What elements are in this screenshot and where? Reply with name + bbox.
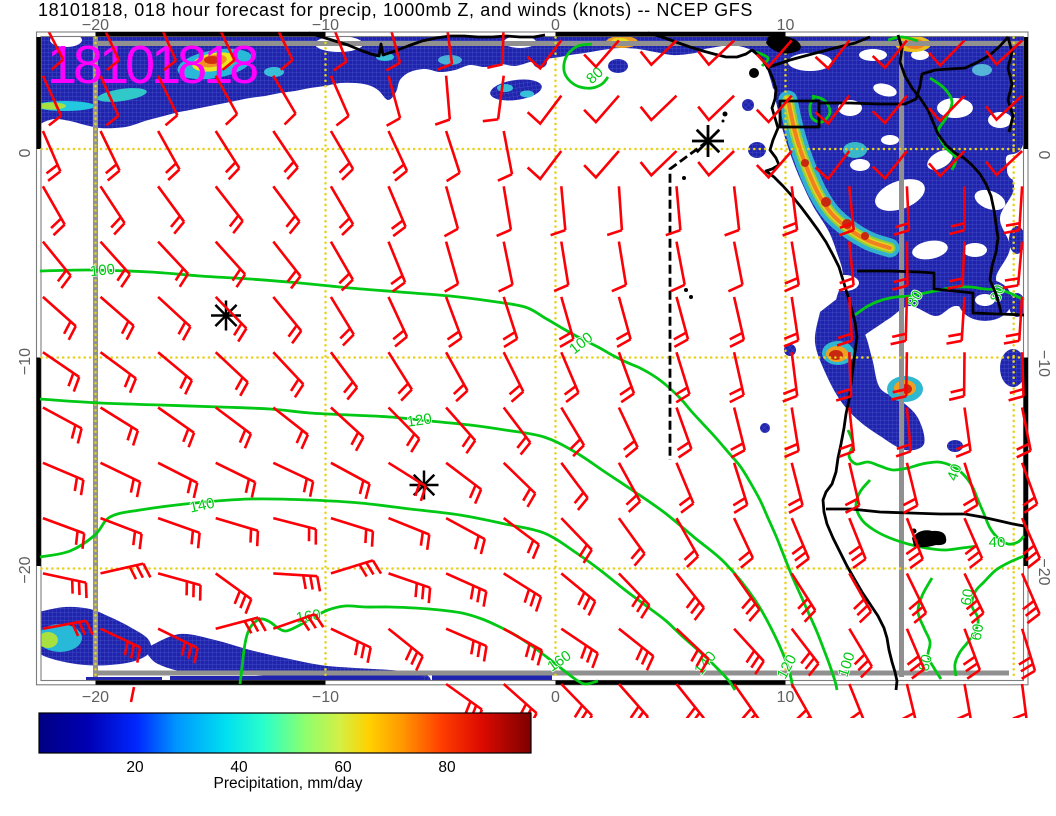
- svg-text:−10: −10: [1035, 350, 1052, 377]
- svg-text:120: 120: [406, 410, 433, 430]
- svg-text:0: 0: [17, 148, 34, 157]
- svg-text:60: 60: [968, 623, 988, 642]
- svg-text:140: 140: [188, 495, 216, 517]
- svg-text:80: 80: [438, 759, 456, 776]
- svg-text:−20: −20: [17, 556, 34, 583]
- svg-text:40: 40: [989, 534, 1006, 551]
- svg-text:100: 100: [89, 261, 116, 281]
- svg-text:20: 20: [126, 759, 144, 776]
- svg-text:Precipitation, mm/day: Precipitation, mm/day: [213, 775, 362, 792]
- svg-text:−20: −20: [1035, 558, 1052, 585]
- svg-text:40: 40: [944, 462, 966, 483]
- svg-text:−10: −10: [312, 689, 339, 706]
- svg-text:−20: −20: [82, 689, 109, 706]
- svg-text:18101818, 018 hour forecast fo: 18101818, 018 hour forecast for precip, …: [38, 0, 753, 20]
- svg-text:40: 40: [230, 759, 248, 776]
- svg-text:60: 60: [334, 759, 352, 776]
- svg-text:−10: −10: [17, 348, 34, 375]
- svg-text:18101818: 18101818: [47, 35, 257, 95]
- svg-text:−20: −20: [82, 17, 109, 34]
- svg-text:10: 10: [777, 689, 795, 706]
- svg-text:0: 0: [551, 17, 560, 34]
- svg-text:10: 10: [777, 17, 795, 34]
- svg-text:−10: −10: [312, 17, 339, 34]
- svg-text:0: 0: [551, 689, 560, 706]
- svg-text:0: 0: [1035, 151, 1052, 160]
